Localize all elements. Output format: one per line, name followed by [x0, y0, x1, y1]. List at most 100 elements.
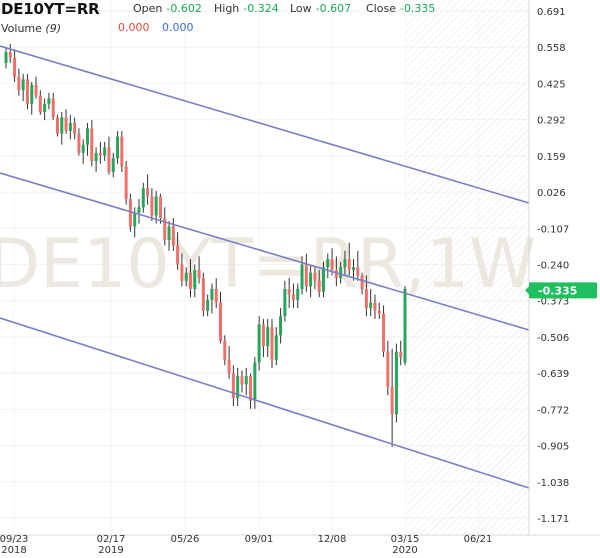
y-tick-label: 0.425: [537, 79, 566, 90]
candle-down: [240, 376, 244, 385]
y-tick-label: -0.107: [537, 224, 569, 235]
candle-up: [116, 136, 120, 159]
candle-down: [201, 278, 205, 311]
candle-down: [304, 264, 308, 287]
candle-down: [51, 98, 55, 118]
y-tick-label: -1.038: [537, 478, 569, 489]
candle-up: [206, 299, 210, 311]
volume-value-b: 0.000: [162, 21, 194, 34]
candle-down: [249, 376, 253, 401]
candle-down: [8, 52, 12, 58]
candle-up: [343, 259, 347, 268]
channel-line[interactable]: [0, 317, 530, 489]
candle-up: [279, 316, 283, 336]
candle-down: [231, 373, 235, 398]
candle-down: [73, 122, 77, 134]
candle-down: [77, 133, 81, 153]
candle-up: [167, 226, 171, 240]
candle-down: [180, 264, 184, 281]
candle-up: [266, 327, 270, 347]
candle-up: [30, 84, 34, 104]
y-tick-label: -0.240: [537, 261, 569, 272]
x-tick-label: 06/21: [464, 534, 493, 545]
candle-up: [68, 122, 72, 132]
candle-down: [317, 280, 321, 292]
candle-up: [369, 302, 373, 309]
candle-down: [98, 152, 102, 156]
candle-up: [352, 267, 356, 270]
candle-down: [291, 294, 295, 300]
candle-down: [219, 302, 223, 341]
x-tick-year: 2018: [1, 545, 26, 556]
candle-down: [176, 245, 180, 265]
candle-down: [64, 117, 68, 132]
candle-down: [34, 84, 38, 96]
low-readout: Low -0.607: [290, 2, 351, 15]
x-tick-label: 02/17: [97, 534, 126, 545]
candle-up: [184, 272, 188, 281]
y-tick-label: -1.171: [537, 514, 569, 525]
candle-down: [347, 259, 351, 270]
candle-down: [334, 269, 338, 279]
y-tick-label: 0.159: [537, 152, 566, 163]
channel-line[interactable]: [0, 172, 530, 331]
candle-up: [309, 272, 313, 287]
last-price-tag: -0.335: [525, 282, 597, 299]
candle-up: [403, 289, 407, 363]
candle-down: [120, 136, 124, 167]
channel-lines[interactable]: [0, 45, 530, 489]
candle-down: [25, 79, 29, 104]
candle-down: [146, 188, 150, 197]
candle-down: [107, 147, 111, 172]
close-value: -0.335: [399, 2, 436, 15]
candle-up: [321, 267, 325, 292]
candle-down: [150, 196, 154, 216]
candle-down: [261, 324, 265, 347]
candle-down: [158, 196, 162, 219]
y-tick-label: -0.639: [537, 369, 569, 380]
x-tick-label: 12/08: [318, 534, 347, 545]
x-tick-label: 09/01: [245, 534, 274, 545]
candle-down: [382, 313, 386, 352]
y-tick-label: -0.373: [537, 297, 569, 308]
channel-line[interactable]: [0, 45, 530, 204]
candle-down: [38, 95, 42, 113]
price-axis[interactable]: 0.691 0.558 0.425 0.292 0.159 0.026 -0.107 -0.2…: [537, 7, 569, 525]
candle-up: [296, 289, 300, 300]
candle-down: [128, 199, 132, 227]
candle-up: [154, 196, 158, 216]
candle-up: [300, 264, 304, 290]
candle-up: [274, 335, 278, 360]
candle-up: [193, 269, 197, 290]
candle-down: [90, 128, 94, 162]
candle-down: [13, 57, 17, 77]
candle-down: [163, 218, 167, 240]
last-price-pointer: [525, 285, 530, 296]
candle-down: [390, 387, 394, 415]
candle-down: [360, 275, 364, 290]
candle-up: [244, 376, 248, 385]
candle-down: [356, 267, 360, 276]
candle-down: [17, 76, 21, 91]
candle-down: [313, 272, 317, 281]
x-tick-year: 2020: [392, 545, 417, 556]
symbol-title: DE10YT=RR: [1, 0, 100, 18]
volume-value-a: 0.000: [118, 21, 150, 34]
last-price-badge: [529, 282, 597, 299]
x-tick-label: 09/23: [0, 534, 28, 545]
candle-up: [103, 147, 107, 156]
candle-up: [133, 212, 137, 227]
candle-down: [364, 289, 368, 309]
candle-up: [4, 52, 8, 64]
candle-up: [21, 79, 25, 91]
candle-up: [283, 289, 287, 317]
y-tick-label: -0.905: [537, 442, 569, 453]
open-readout: Open -0.602: [133, 2, 202, 15]
watermark-text: DE10YT=RR,1W: [0, 225, 536, 304]
high-readout: High -0.324: [214, 2, 279, 15]
candle-down: [171, 226, 175, 246]
y-tick-label: -0.772: [537, 405, 569, 416]
volume-label: Volume (9): [1, 22, 61, 35]
